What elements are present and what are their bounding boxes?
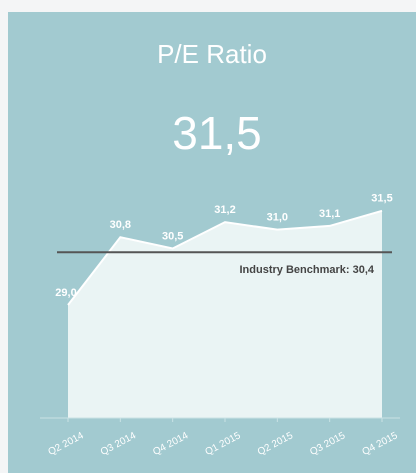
headline-value: 31,5 [172,107,262,159]
data-label: 30,8 [110,219,131,231]
data-label: 30,5 [162,230,183,242]
benchmark-label: Industry Benchmark: 30,4 [240,264,375,276]
data-label: 31,5 [371,193,392,205]
chart-title: P/E Ratio [157,39,267,69]
line [67,209,383,306]
data-label: 31,1 [319,208,340,220]
area [68,210,382,418]
data-label: 31,0 [267,212,288,224]
data-label: 31,2 [214,204,235,216]
data-label: 29,0 [55,287,76,299]
